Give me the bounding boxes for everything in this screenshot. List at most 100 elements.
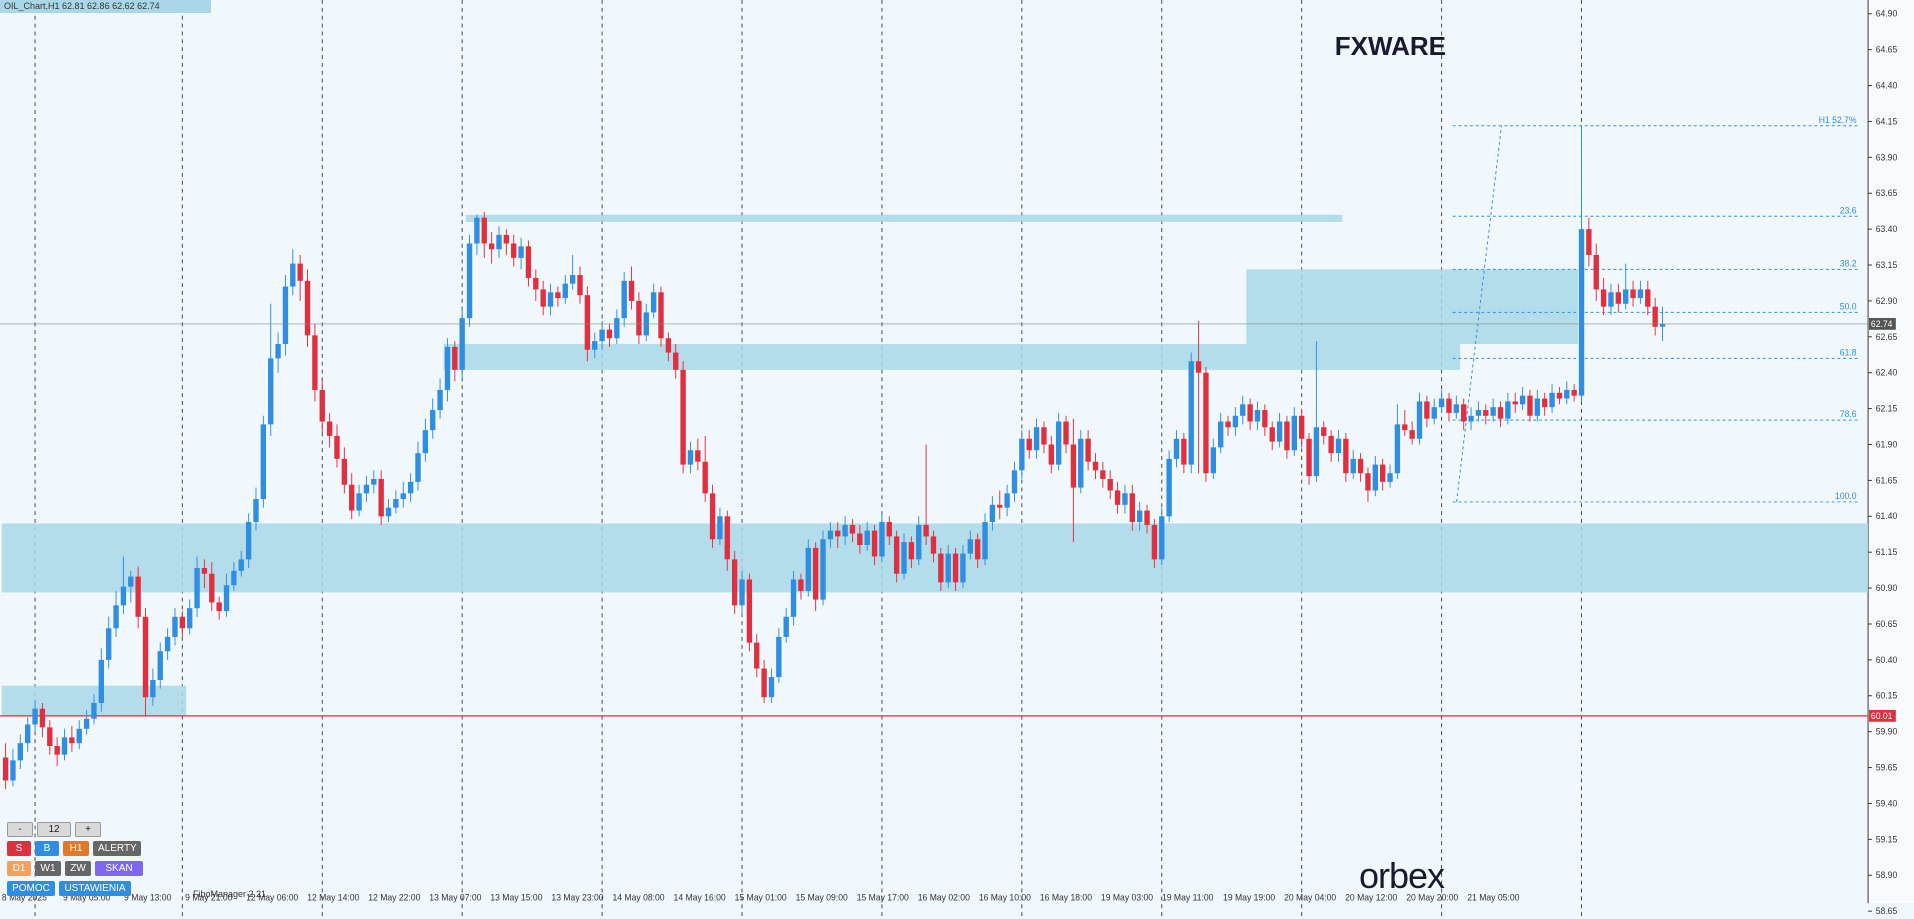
candle-body (98, 659, 105, 703)
candle-body (422, 430, 429, 454)
help-button[interactable]: POMOC (7, 881, 55, 896)
candle-body (1652, 306, 1658, 327)
candle-body (1203, 372, 1209, 474)
candle-body (1497, 407, 1504, 419)
candle-body (739, 579, 745, 606)
candle-body (179, 616, 186, 629)
candle-body (231, 570, 237, 586)
candle-body (717, 516, 723, 540)
price-tick-label: 61.90 (1876, 439, 1898, 449)
fib-level-label: 100.0 (1835, 491, 1857, 501)
candle-body (1527, 395, 1533, 416)
time-tick-label: 20 May 04:00 (1284, 892, 1336, 902)
price-tick-label: 64.40 (1876, 80, 1898, 90)
time-tick-label: 14 May 16:00 (674, 892, 726, 902)
zone-band (465, 214, 1343, 222)
candle-body (695, 450, 701, 462)
candle-body (1328, 435, 1334, 454)
candle-body (1004, 493, 1010, 508)
candle-body (1100, 470, 1106, 479)
candle-body (849, 524, 856, 534)
sell-button[interactable]: S (7, 841, 31, 856)
candle-body (1380, 464, 1386, 482)
price-tick-label: 63.15 (1876, 260, 1898, 270)
h1-button[interactable]: H1 (63, 841, 89, 856)
candle-body (1085, 438, 1091, 462)
candle-body (1593, 254, 1599, 290)
candle-body (842, 524, 848, 537)
candle-body (1107, 478, 1113, 491)
candle-body (1512, 401, 1518, 405)
candle-body (1365, 473, 1371, 491)
time-tick-label: 13 May 15:00 (490, 892, 542, 902)
candle-body (1136, 510, 1143, 523)
candle-body (319, 389, 325, 422)
zw-button[interactable]: ZW (65, 861, 91, 876)
candle-body (923, 524, 929, 537)
candle-body (2, 757, 9, 781)
candle-body (584, 295, 591, 350)
candle-body (1542, 398, 1548, 408)
candle-body (1490, 407, 1496, 416)
candle-body (1240, 404, 1246, 416)
red-line-label: 60.01 (1871, 711, 1893, 721)
time-tick-label: 20 May 12:00 (1345, 892, 1397, 902)
w1-button[interactable]: W1 (35, 861, 61, 876)
fib-level-label: 78.6 (1840, 409, 1857, 419)
candle-body (1070, 444, 1077, 488)
candle-body (702, 461, 708, 494)
candle-body (245, 522, 252, 560)
candle-body (901, 542, 907, 574)
time-axis: 8 May 2025 9 May 05:00 9 May 13:00 9 May 21… (2, 892, 1520, 902)
candle-body (142, 616, 149, 698)
candle-body (1217, 421, 1224, 448)
buy-button[interactable]: B (35, 841, 59, 856)
candle-body (525, 246, 532, 278)
candle-body (673, 352, 679, 370)
candle-body (76, 728, 82, 744)
fibo-manager-label: FiboManager 2.21 (193, 889, 267, 899)
candle-body (562, 283, 568, 299)
candle-body (1262, 410, 1268, 428)
d1-button[interactable]: D1 (7, 861, 31, 876)
candle-body (1181, 438, 1187, 465)
candle-body (452, 346, 458, 370)
price-tick-label: 61.15 (1876, 547, 1898, 557)
candle-body (930, 536, 937, 554)
settings-button[interactable]: USTAWIENIA (59, 881, 131, 896)
price-tick-label: 64.90 (1876, 9, 1898, 19)
candle-body (871, 530, 878, 557)
candle-body (371, 478, 377, 485)
candle-body (1402, 424, 1408, 431)
candle-body (621, 280, 627, 319)
candle-body (997, 504, 1003, 508)
candle-body (1048, 444, 1054, 465)
candle-body (1505, 401, 1511, 419)
candle-body (1519, 395, 1526, 405)
candle-body (783, 616, 789, 637)
scan-button[interactable]: SKAN (95, 861, 143, 876)
increase-button[interactable]: + (75, 822, 101, 837)
candle-body (1468, 415, 1474, 422)
time-tick-label: 16 May 18:00 (1040, 892, 1092, 902)
candle-body (290, 263, 296, 287)
price-tick-label: 62.90 (1876, 296, 1898, 306)
price-tick-label: 58.65 (1876, 906, 1898, 916)
candle-body (47, 727, 53, 747)
zone-band (443, 343, 1461, 370)
price-tick-label: 64.15 (1876, 116, 1898, 126)
candle-body (592, 341, 598, 350)
candle-body (1549, 392, 1555, 408)
candle-body (444, 346, 451, 390)
candle-body (754, 642, 760, 669)
decrease-button[interactable]: - (7, 822, 33, 837)
candle-body (128, 576, 134, 587)
alerts-button[interactable]: ALERTY (93, 841, 141, 856)
candle-body (1151, 524, 1158, 560)
candle-body (393, 499, 399, 508)
period-value[interactable]: 12 (37, 822, 71, 837)
fib-trend-line (1456, 125, 1503, 502)
candle-body (555, 292, 561, 299)
